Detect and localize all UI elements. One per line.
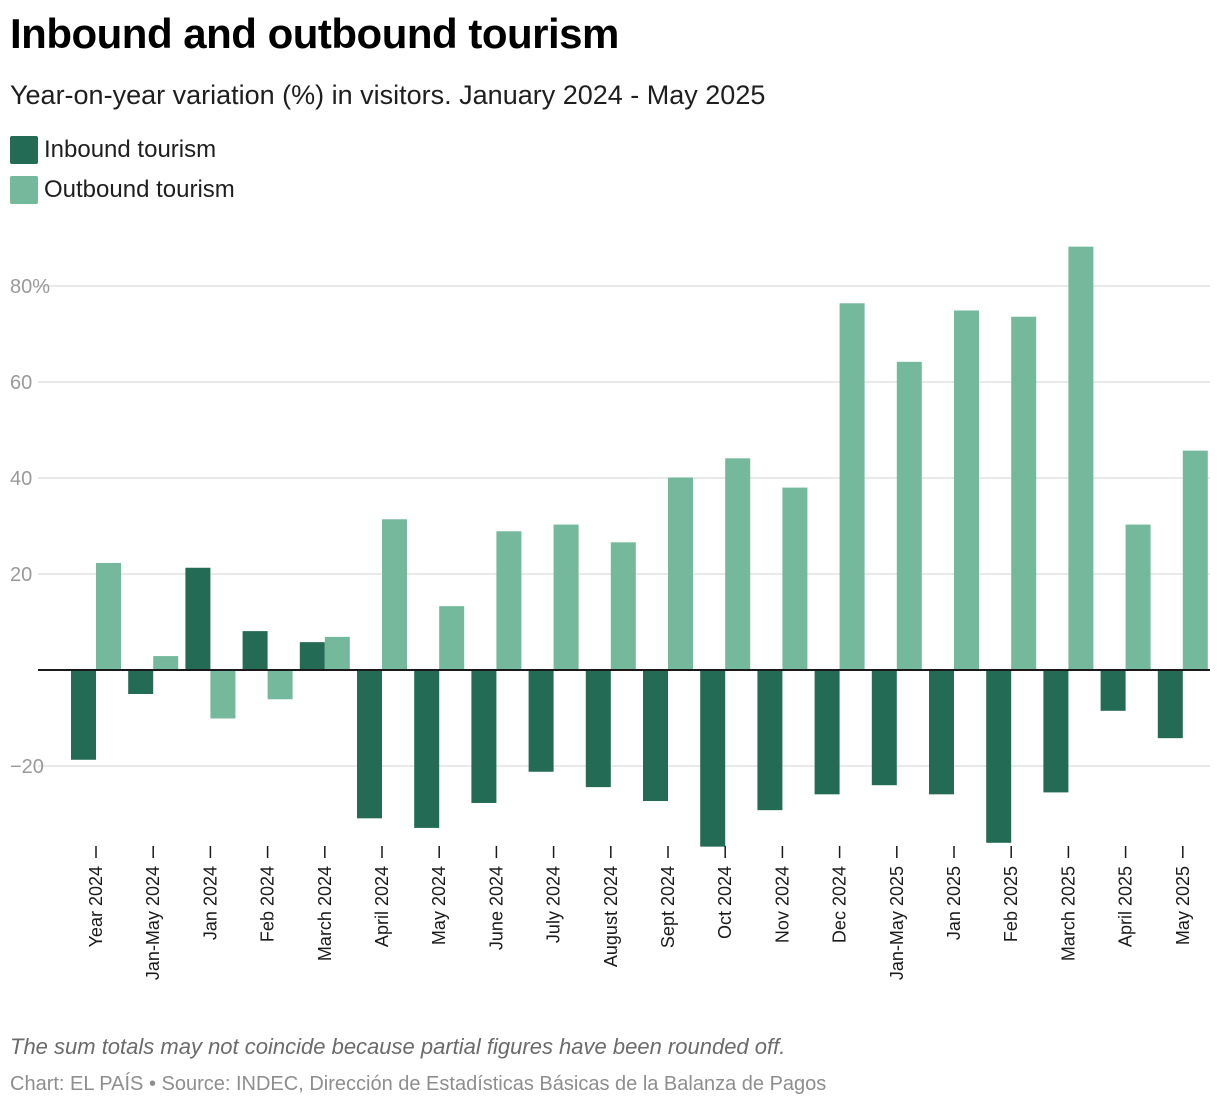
x-tick-label: Dec 2024 bbox=[830, 866, 850, 943]
x-tick-label: Oct 2024 bbox=[715, 866, 735, 939]
bar-outbound bbox=[382, 519, 407, 670]
source-credit: Chart: EL PAÍS • Source: INDEC, Direcció… bbox=[10, 1073, 827, 1095]
legend-item-inbound: Inbound tourism bbox=[10, 135, 235, 165]
bar-outbound bbox=[1182, 450, 1208, 670]
bar-inbound bbox=[414, 670, 440, 828]
bar-outbound bbox=[439, 606, 465, 670]
bar-outbound bbox=[725, 458, 751, 670]
bar-outbound bbox=[96, 562, 121, 670]
x-tick-label: May 2025 bbox=[1173, 866, 1193, 945]
bar-inbound bbox=[814, 670, 840, 795]
bar-inbound bbox=[357, 670, 382, 819]
x-tick-label: August 2024 bbox=[601, 866, 621, 967]
bar-inbound bbox=[700, 670, 726, 847]
bar-inbound bbox=[128, 670, 154, 694]
legend-label-inbound: Inbound tourism bbox=[44, 136, 217, 163]
x-tick-label: Nov 2024 bbox=[772, 866, 792, 943]
bar-outbound bbox=[1011, 316, 1037, 670]
x-tick-label: Jan 2024 bbox=[200, 866, 220, 940]
x-tick-label: March 2024 bbox=[315, 866, 335, 961]
bar-outbound bbox=[553, 524, 579, 670]
bar-inbound bbox=[471, 670, 497, 803]
footnote: The sum totals may not coincide because … bbox=[10, 1034, 786, 1059]
x-tick-label: Jan-May 2025 bbox=[887, 866, 907, 980]
x-tick-label: Year 2024 bbox=[86, 866, 106, 947]
bar-outbound bbox=[267, 670, 293, 700]
y-tick-label: 20 bbox=[10, 564, 32, 586]
bar-inbound bbox=[71, 670, 96, 760]
x-tick-label: June 2024 bbox=[486, 866, 506, 950]
bar-inbound bbox=[929, 670, 954, 795]
bar-inbound bbox=[1043, 670, 1069, 793]
bar-inbound bbox=[986, 670, 1012, 843]
bar-outbound bbox=[782, 487, 808, 670]
x-tick-label: May 2024 bbox=[429, 866, 449, 945]
x-tick-label: March 2025 bbox=[1058, 866, 1078, 961]
y-tick-label: 80% bbox=[10, 276, 50, 298]
x-tick-label: Feb 2025 bbox=[1001, 866, 1021, 942]
bar-outbound bbox=[496, 531, 522, 670]
legend-label-outbound: Outbound tourism bbox=[44, 176, 235, 203]
bar-inbound bbox=[585, 670, 611, 788]
x-tick-label: Sept 2024 bbox=[658, 866, 678, 948]
chart-title: Inbound and outbound tourism bbox=[10, 10, 619, 57]
bar-inbound bbox=[1100, 670, 1126, 711]
bar-outbound bbox=[668, 477, 693, 670]
bar-outbound bbox=[153, 656, 179, 670]
bar-outbound bbox=[954, 310, 979, 670]
x-tick-label: April 2024 bbox=[372, 866, 392, 947]
bar-inbound bbox=[643, 670, 668, 802]
x-tick-label: Feb 2024 bbox=[258, 866, 278, 942]
legend-swatch-outbound bbox=[10, 176, 38, 204]
chart-subtitle: Year-on-year variation (%) in visitors. … bbox=[10, 80, 766, 110]
bar-inbound bbox=[871, 670, 897, 786]
bar-outbound bbox=[896, 361, 922, 670]
bar-inbound bbox=[757, 670, 783, 811]
y-tick-label: −20 bbox=[10, 756, 44, 778]
x-tick-label: Jan 2025 bbox=[944, 866, 964, 940]
y-tick-label: 40 bbox=[10, 468, 32, 490]
bar-inbound bbox=[299, 642, 325, 670]
bar-outbound bbox=[210, 670, 236, 719]
x-tick-label: July 2024 bbox=[544, 866, 564, 943]
bar-outbound bbox=[610, 542, 636, 670]
bar-outbound bbox=[839, 303, 865, 670]
bar-inbound bbox=[528, 670, 554, 772]
bar-outbound bbox=[1068, 246, 1094, 670]
bar-inbound bbox=[185, 567, 211, 670]
legend-swatch-inbound bbox=[10, 136, 38, 164]
x-tick-label: April 2025 bbox=[1116, 866, 1136, 947]
bar-outbound bbox=[1125, 524, 1151, 670]
bar-outbound bbox=[324, 636, 350, 670]
bar-inbound bbox=[242, 631, 268, 670]
bar-inbound bbox=[1157, 670, 1183, 739]
legend-item-outbound: Outbound tourism bbox=[10, 175, 235, 205]
x-tick-label: Jan-May 2024 bbox=[143, 866, 163, 980]
y-tick-label: 60 bbox=[10, 372, 32, 394]
legend: Inbound tourism Outbound tourism bbox=[10, 135, 235, 215]
bar-chart: −20 20 40 60 80% Year 2024 Jan-May 2024 Jan 202… bbox=[10, 246, 1210, 980]
